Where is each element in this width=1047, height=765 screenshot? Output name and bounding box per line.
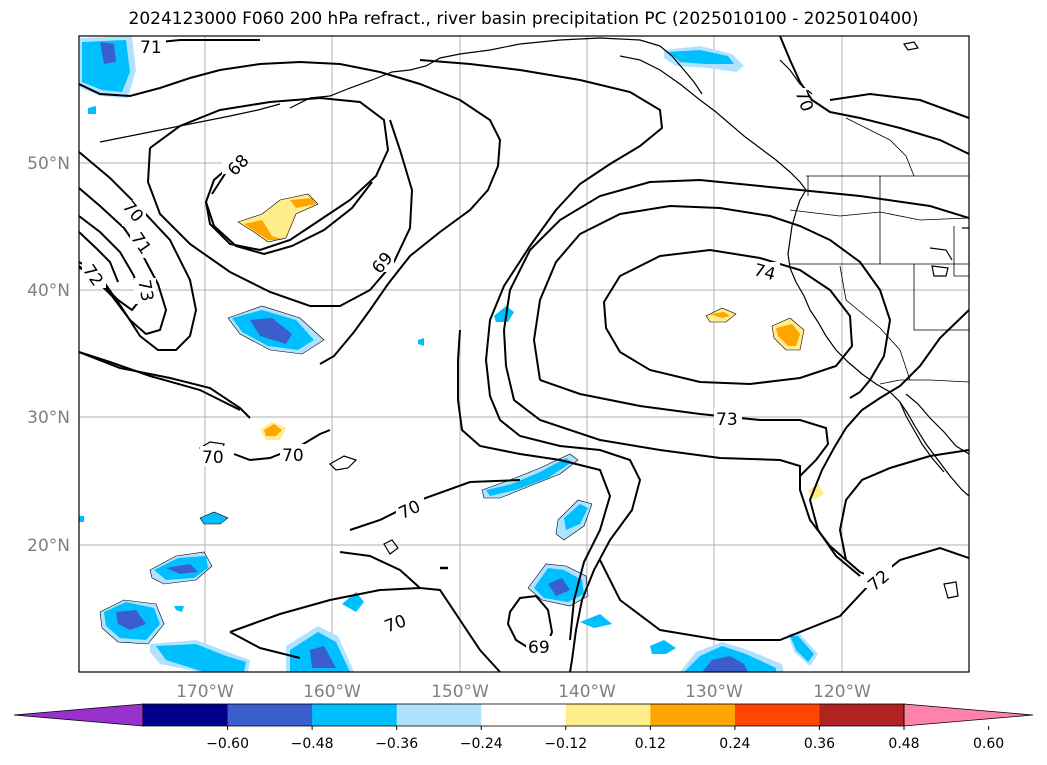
contour-label-70-island-b: 70 xyxy=(282,446,304,466)
borders xyxy=(789,117,969,385)
precip-outlines xyxy=(99,193,805,645)
colorbar-segment xyxy=(481,704,567,726)
colorbar-tick-label: 0.24 xyxy=(719,736,750,752)
colorbar-tick-label: 0.48 xyxy=(888,736,919,752)
colorbar-extend-high xyxy=(903,703,1034,727)
contour-label-69-south: 69 xyxy=(528,638,550,658)
contour-label-73-west: 73 xyxy=(133,278,156,303)
colorbar-tick-label: 0.12 xyxy=(635,736,666,752)
latitude-labels: 50°N 40°N 30°N 20°N xyxy=(27,154,70,556)
lat-label-30n: 30°N xyxy=(27,408,70,428)
colorbar-tick-label: −0.36 xyxy=(375,736,418,752)
lon-label-140w: 140°W xyxy=(558,682,616,702)
colorbar-extend-low xyxy=(13,703,144,727)
colorbar-tick-label: −0.12 xyxy=(544,736,587,752)
map-border xyxy=(78,35,970,673)
lat-label-50n: 50°N xyxy=(27,154,70,174)
colorbar-tick-label: 0.60 xyxy=(973,736,1004,752)
map-title: 2024123000 F060 200 hPa refract., river … xyxy=(128,9,919,29)
colorbar-segment xyxy=(650,704,736,726)
colorbar-segment xyxy=(819,704,905,726)
contour-label-71-top: 71 xyxy=(140,38,162,58)
colorbar-tick-label: −0.24 xyxy=(460,736,503,752)
lat-label-40n: 40°N xyxy=(27,281,70,301)
lon-label-120w: 120°W xyxy=(813,682,871,702)
colorbar-segment xyxy=(227,704,313,726)
colorbar-frame xyxy=(142,703,905,727)
colorbar-tick-label: −0.60 xyxy=(206,736,249,752)
colorbar-segment xyxy=(734,704,820,726)
lon-label-150w: 150°W xyxy=(431,682,489,702)
lat-label-20n: 20°N xyxy=(27,536,70,556)
colorbar-segment xyxy=(143,704,229,726)
colorbar-tick-label: 0.36 xyxy=(804,736,835,752)
colorbar-segment xyxy=(396,704,482,726)
colorbar-segment xyxy=(565,704,651,726)
contour-label-70-island-a: 70 xyxy=(202,448,224,468)
contour-labels: 71 70 68 70 71 72 73 69 74 73 70 70 70 xyxy=(79,36,894,658)
lon-label-170w: 170°W xyxy=(176,682,234,702)
colorbar-tick-label: −0.48 xyxy=(291,736,334,752)
colorbar-segment xyxy=(312,704,398,726)
contour-label-73-east: 73 xyxy=(716,410,738,430)
colorbar: −0.60 −0.48 −0.36 −0.24 −0.12 0.12 0.24 0.36 0.4… xyxy=(13,703,1034,752)
longitude-labels: 170°W 160°W 150°W 140°W 130°W 120°W xyxy=(176,682,871,702)
map-area xyxy=(79,36,969,672)
lon-label-160w: 160°W xyxy=(303,682,361,702)
gridlines xyxy=(79,36,969,672)
lon-label-130w: 130°W xyxy=(685,682,743,702)
